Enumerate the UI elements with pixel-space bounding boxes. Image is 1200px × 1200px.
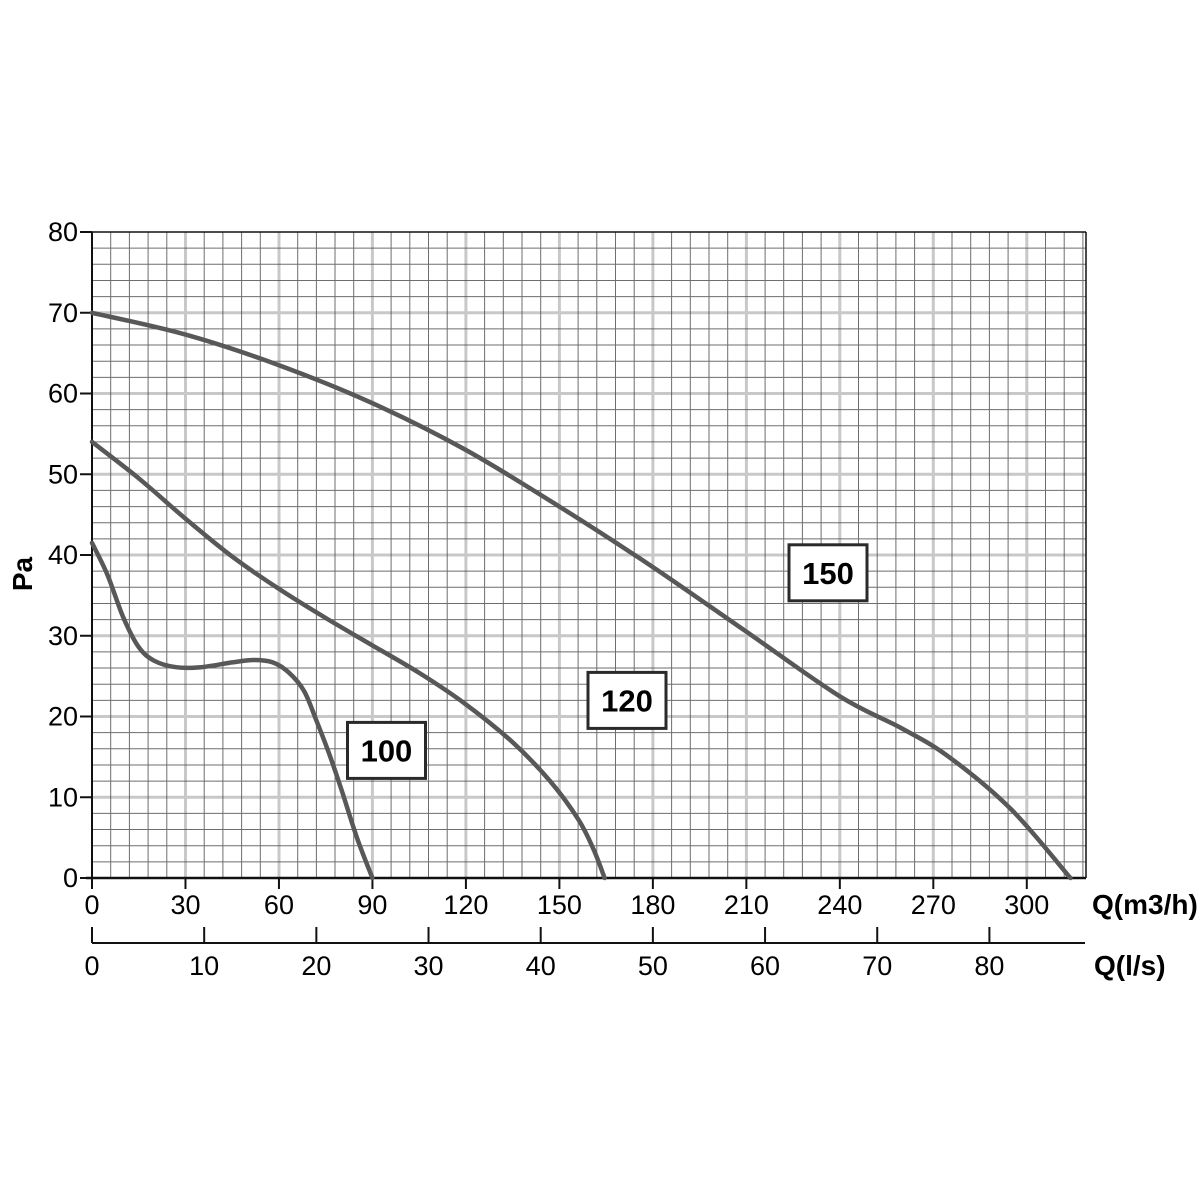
y-axis <box>80 231 92 879</box>
x-tick-label-ls: 30 <box>414 951 444 981</box>
x-tick-label-ls: 0 <box>84 951 99 981</box>
x-axis-m3h <box>91 878 1028 889</box>
y-tick-label: 20 <box>48 702 78 732</box>
curve-label-text-150: 150 <box>802 556 854 591</box>
x-tick-label-m3h: 150 <box>537 890 582 920</box>
x-tick-label-ls: 70 <box>862 951 892 981</box>
curve-label-100: 100 <box>346 720 427 780</box>
y-tick-label: 40 <box>48 540 78 570</box>
curve-label-box-120 <box>586 670 668 730</box>
x-tick-label-m3h: 210 <box>724 890 769 920</box>
x-axis-ls <box>91 927 1085 944</box>
x-tick-label-ls: 50 <box>638 951 668 981</box>
x-tick-label-ls: 40 <box>526 951 556 981</box>
curve-120 <box>89 439 607 881</box>
curve-label-text-120: 120 <box>601 683 653 718</box>
x-axis-title-ls: Q(l/s) <box>1094 950 1166 981</box>
y-tick-label: 80 <box>48 217 78 247</box>
curve-label-text-100: 100 <box>361 733 413 768</box>
x-tick-label-ls: 10 <box>189 951 219 981</box>
curve-label-120: 120 <box>586 670 668 730</box>
x-tick-label-m3h: 90 <box>357 890 387 920</box>
y-axis-title: Pa <box>7 556 38 591</box>
curve-label-150: 150 <box>787 543 869 603</box>
y-tick-label: 50 <box>48 459 78 489</box>
curve-label-box-100 <box>346 720 427 780</box>
curve-label-box-150 <box>787 543 869 603</box>
y-tick-label: 30 <box>48 621 78 651</box>
x-tick-label-m3h: 240 <box>817 890 862 920</box>
x-axis-title-m3h: Q(m3/h) <box>1092 889 1198 920</box>
curve-150 <box>89 310 1073 881</box>
y-tick-label: 10 <box>48 782 78 812</box>
x-tick-label-ls: 60 <box>750 951 780 981</box>
x-tick-label-m3h: 180 <box>630 890 675 920</box>
x-tick-label-m3h: 30 <box>170 890 200 920</box>
y-tick-label: 70 <box>48 298 78 328</box>
grid-minor <box>92 232 1086 878</box>
y-tick-label: 60 <box>48 379 78 409</box>
x-tick-label-ls: 20 <box>301 951 331 981</box>
x-tick-label-m3h: 270 <box>911 890 956 920</box>
x-tick-label-m3h: 0 <box>84 890 99 920</box>
y-tick-label: 0 <box>63 863 78 893</box>
curve-100 <box>89 540 375 881</box>
x-tick-label-m3h: 60 <box>264 890 294 920</box>
x-tick-label-m3h: 120 <box>443 890 488 920</box>
x-tick-label-m3h: 300 <box>1004 890 1049 920</box>
x-tick-label-ls: 80 <box>974 951 1004 981</box>
